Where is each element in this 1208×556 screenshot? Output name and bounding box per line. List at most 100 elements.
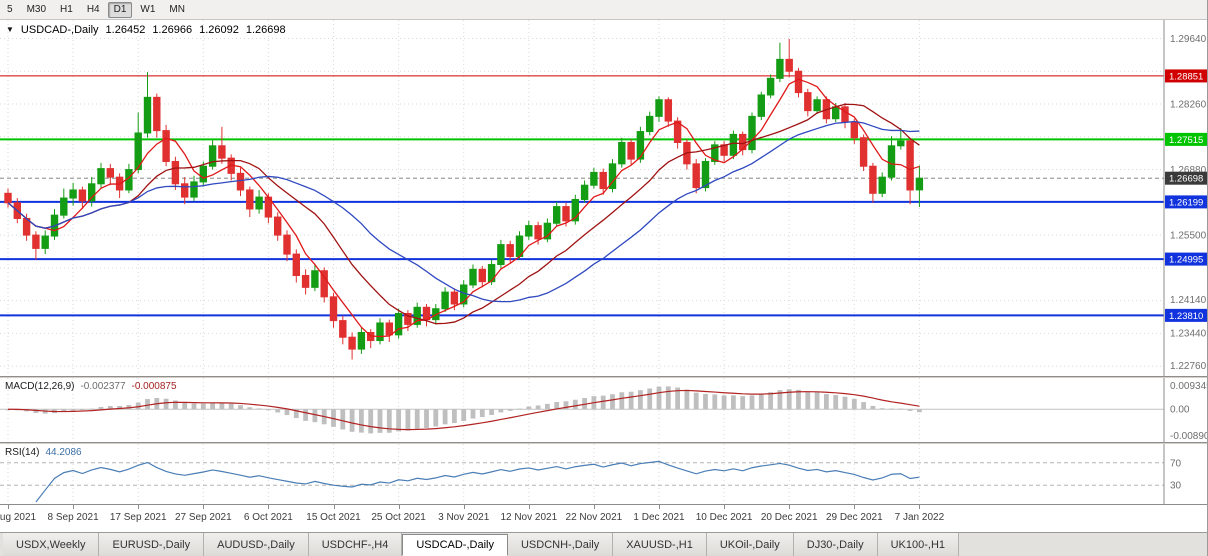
pane-separator[interactable] [0, 442, 1207, 444]
candle [236, 167, 245, 197]
timeframe-button-w1[interactable]: W1 [140, 3, 156, 15]
candle-body [301, 274, 310, 288]
candle [153, 93, 161, 138]
macd-histogram-bar [684, 389, 690, 410]
macd-histogram-bar [340, 409, 346, 430]
candle [218, 126, 226, 164]
macd-histogram-bar [758, 393, 764, 410]
candle [766, 74, 775, 99]
candle-body [190, 181, 198, 198]
timeframe-button-h1[interactable]: H1 [60, 3, 73, 15]
candle [339, 315, 347, 345]
macd-histogram-bar [907, 409, 913, 411]
time-axis-tick [463, 505, 465, 509]
time-axis[interactable]: 30 Aug 2021 8 Sep 2021 17 Sep 2021 27 Sep 2… [0, 504, 1207, 532]
date-label: 27 Sep 2021 [174, 512, 232, 523]
price-axis-tick: 1.28260 [1170, 100, 1207, 111]
timeframe-button-mn[interactable]: MN [169, 3, 185, 15]
macd-histogram-bar [386, 409, 392, 433]
candle [329, 293, 338, 328]
chart-tab-ukoil-daily[interactable]: UKOil-,Daily [706, 533, 794, 556]
chart-tab-audusd-daily[interactable]: AUDUSD-,Daily [204, 533, 309, 556]
timeframe-button-5[interactable]: 5 [7, 3, 13, 15]
candle-body [69, 189, 77, 199]
time-axis-tick [724, 505, 726, 509]
chart-tab-usdcnh-daily[interactable]: USDCNH-,Daily [507, 533, 614, 556]
candle [32, 231, 40, 260]
chart-tab-uk100-h1[interactable]: UK100-,H1 [877, 533, 960, 556]
candle-body [88, 183, 96, 202]
macd-histogram-bar [238, 405, 243, 410]
price-level-label [1165, 195, 1207, 209]
chart-tab-eurusd-daily[interactable]: EURUSD-,Daily [99, 533, 205, 556]
main-chart-canvas[interactable]: 1.29640 1.28260 1.26880 1.25500 1.24140 1.234… [0, 20, 1208, 376]
candle [813, 96, 821, 114]
candle [376, 318, 384, 345]
macd-histogram-bar [703, 393, 708, 410]
candle [869, 162, 877, 203]
chart-tab-xauusd-h1[interactable]: XAUUSD-,H1 [613, 533, 707, 556]
macd-histogram-bar [117, 405, 122, 410]
macd-histogram-bar [870, 405, 876, 410]
macd-histogram-bar [396, 409, 401, 432]
macd-histogram-bar [563, 401, 569, 410]
chart-tab-usdx-weekly[interactable]: USDX,Weekly [3, 533, 100, 556]
candle [915, 165, 924, 207]
price-level-label [1165, 308, 1207, 322]
timeframe-toolbar: 5 M30 H1 H4 D1 W1 MN [0, 0, 1207, 20]
chart-tab-usdchf-h4[interactable]: USDCHF-,H4 [308, 533, 403, 556]
chart-tab-usdcad-daily[interactable]: USDCAD-,Daily [402, 534, 508, 556]
candle [785, 38, 793, 78]
macd-histogram-bar [647, 388, 653, 410]
timeframe-button-m30[interactable]: M30 [26, 3, 47, 15]
macd-histogram-bar [145, 399, 150, 410]
candle-body [757, 94, 765, 117]
macd-histogram-bar [135, 402, 141, 410]
price-axis-tick: 1.24140 [1170, 295, 1207, 306]
rsi-pane: 70 30 RSI(14) 44.2086 [0, 444, 1207, 504]
macd-histogram-bar [182, 402, 188, 410]
candle-body [497, 244, 505, 266]
price-level-label-text: 1.28851 [1169, 71, 1203, 82]
candle-body [41, 235, 49, 249]
candle-body [646, 115, 654, 133]
macd-histogram-bar [359, 409, 364, 433]
date-label: 8 Sep 2021 [47, 512, 99, 523]
time-axis-tick [8, 505, 9, 509]
macd-histogram-bar [303, 409, 308, 421]
candle-body [218, 145, 226, 159]
candle-body [599, 171, 607, 190]
candle-body [673, 120, 682, 143]
macd-histogram-bar [89, 408, 95, 410]
candle [720, 141, 728, 162]
timeframe-button-h4[interactable]: H4 [86, 3, 100, 15]
macd-histogram-bar [312, 409, 318, 423]
macd-histogram-bar [638, 390, 643, 410]
rsi-canvas[interactable]: 70 30 [0, 444, 1208, 504]
candle [181, 177, 189, 205]
candle-body [887, 145, 896, 178]
candle-body [543, 222, 552, 240]
candle [571, 194, 579, 225]
date-label: 20 Dec 2021 [760, 512, 818, 523]
macd-histogram-bar [107, 406, 113, 410]
candle-body [78, 189, 87, 202]
macd-histogram-bar [191, 403, 197, 410]
candle-body [636, 131, 645, 160]
macd-histogram-bar [545, 403, 550, 410]
timeframe-button-d1[interactable]: D1 [107, 1, 133, 18]
candle-body [450, 291, 459, 305]
candle-body [292, 253, 301, 276]
macd-histogram-bar [80, 409, 85, 411]
candle-body [413, 306, 421, 325]
candle-body [748, 115, 756, 151]
one-click-trading-icon[interactable]: ▼ [6, 25, 14, 34]
macd-histogram-bar [786, 389, 792, 410]
macd-histogram-bar [768, 392, 773, 410]
candle-body [162, 130, 170, 162]
chart-tab-dj30-daily[interactable]: DJ30-,Daily [793, 533, 878, 556]
pane-separator[interactable] [0, 376, 1207, 378]
candle [69, 182, 77, 206]
macd-canvas[interactable]: 0.009345 0.00 -0.008902 [0, 378, 1208, 442]
macd-histogram-bar [731, 395, 736, 410]
